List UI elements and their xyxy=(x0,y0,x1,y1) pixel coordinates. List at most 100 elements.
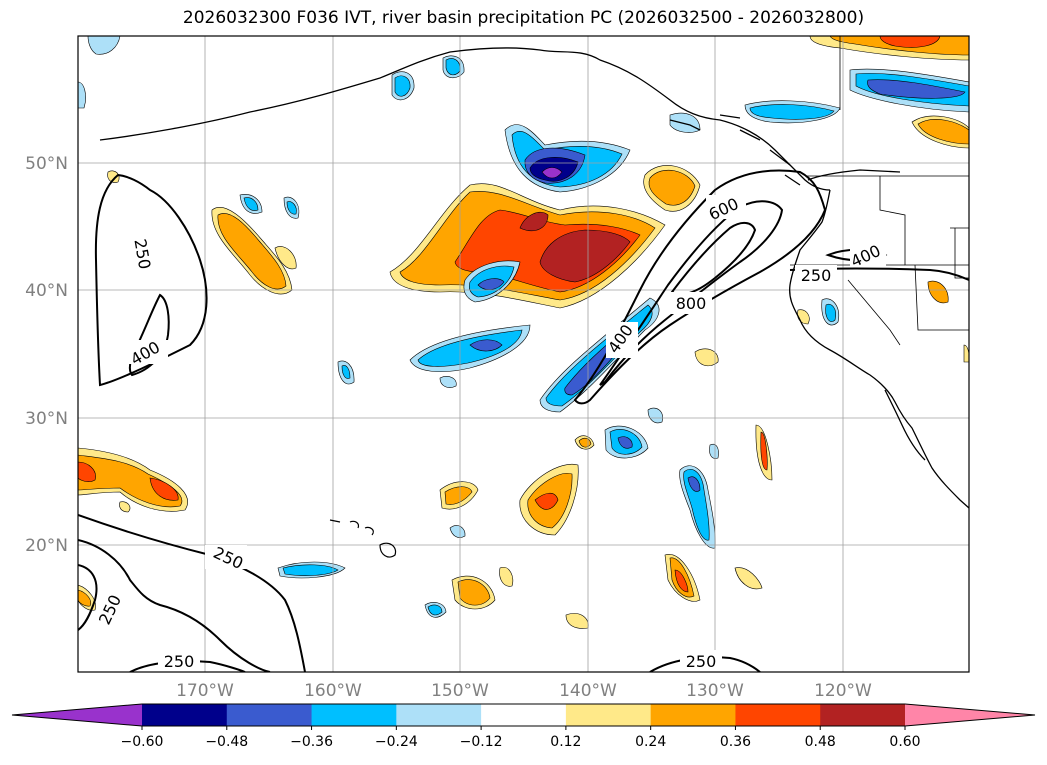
colorbar-swatch xyxy=(735,704,821,726)
island xyxy=(329,519,341,523)
colorbar: −0.60 −0.48 −0.36 −0.24 −0.12 0.12 0.24 0.36 0.4… xyxy=(11,703,1036,750)
colorbar-tick-label: −0.36 xyxy=(290,734,333,750)
map-title: 2026032300 F036 IVT, river basin precipi… xyxy=(182,8,865,28)
lat-label: 50°N xyxy=(25,154,68,174)
negative-precip-region xyxy=(394,75,411,97)
negative-precip-region xyxy=(282,564,339,576)
map-plot-area: 250 400 250 250 250 250 600 800 400 250 … xyxy=(78,36,969,672)
hawaii-islands xyxy=(329,519,397,558)
coastlines xyxy=(99,47,969,509)
colorbar-tick-label: 0.48 xyxy=(805,734,836,750)
lat-label: 30°N xyxy=(25,409,68,429)
negative-precip-region xyxy=(286,201,297,215)
positive-precip-region xyxy=(734,567,763,590)
negative-precip-region xyxy=(477,278,505,290)
positive-precip-region xyxy=(499,567,514,587)
negative-precip-region xyxy=(687,476,701,492)
negative-precip-region xyxy=(87,36,121,55)
lat-label: 20°N xyxy=(25,536,68,556)
contour-label: 800 xyxy=(676,294,707,313)
longitude-labels: 170°W 160°W 150°W 140°W 130°W 120°W xyxy=(176,681,872,701)
positive-precip-region xyxy=(917,119,969,145)
positive-precip-region xyxy=(149,477,179,501)
map-frame xyxy=(77,35,970,673)
ivt-contour-400 xyxy=(573,169,827,405)
negative-precip-region xyxy=(825,303,836,322)
lon-label: 150°W xyxy=(431,681,489,701)
colorbar-tick-label: −0.48 xyxy=(205,734,248,750)
lon-label: 170°W xyxy=(176,681,234,701)
baja-coastline xyxy=(884,389,926,461)
negative-precip-region xyxy=(469,339,503,352)
negative-precip-region xyxy=(439,376,457,388)
positive-precip-region xyxy=(674,569,689,593)
colorbar-tick-label: 0.36 xyxy=(720,734,751,750)
negative-precip-region xyxy=(683,469,710,541)
island xyxy=(349,520,360,529)
positive-precip-region xyxy=(879,36,941,48)
positive-precip-region xyxy=(217,213,287,290)
positive-precip-region xyxy=(78,589,91,607)
positive-precip-region xyxy=(963,344,969,363)
positive-precip-region xyxy=(457,579,491,606)
positive-precip-region xyxy=(444,486,473,505)
colorbar-swatch xyxy=(311,704,397,726)
contour-label: 250 xyxy=(801,266,832,285)
contour-labels: 250 400 250 250 250 250 600 800 400 250 … xyxy=(95,194,886,672)
lon-label: 160°W xyxy=(304,681,362,701)
lon-label: 120°W xyxy=(814,681,872,701)
colorbar-swatch xyxy=(481,704,567,726)
colorbar-extend-high xyxy=(905,704,1035,726)
positive-precip-region xyxy=(760,431,768,471)
us-west-coastline xyxy=(789,189,969,509)
colorbar-swatch xyxy=(226,704,313,726)
colorbar-swatch xyxy=(820,704,906,726)
positive-precip-region xyxy=(519,211,549,232)
positive-precip-region xyxy=(927,280,949,304)
colorbar-tick-label: −0.12 xyxy=(460,734,503,750)
colorbar-swatch xyxy=(142,704,228,726)
lon-label: 140°W xyxy=(559,681,617,701)
positive-precip-region xyxy=(107,170,120,183)
island xyxy=(364,526,374,536)
positive-precip-region xyxy=(648,169,696,206)
positive-precip-region xyxy=(534,492,559,510)
ivt-contour-250 xyxy=(94,173,208,387)
negative-precip-region xyxy=(78,81,86,109)
ivt-contour-250 xyxy=(129,660,246,672)
ivt-contour-250 xyxy=(78,539,271,672)
colorbar-swatch xyxy=(650,704,736,726)
negative-precip-region xyxy=(417,329,523,367)
negative-precip-region xyxy=(647,407,663,424)
colorbar-tick-label: 0.12 xyxy=(550,734,581,750)
lat-label: 40°N xyxy=(25,281,68,301)
negative-precip-region xyxy=(243,197,259,211)
ivt-contour-250 xyxy=(649,656,761,672)
colorbar-tick-label: −0.60 xyxy=(121,734,164,750)
negative-precip-region xyxy=(341,365,351,379)
canada-coastline xyxy=(807,169,901,181)
ivt-contour-600 xyxy=(599,200,784,386)
positive-precip-region xyxy=(78,461,96,482)
ivt-contour-400 xyxy=(128,293,170,377)
colorbar-tick-label: −0.24 xyxy=(375,734,418,750)
positive-precip-region xyxy=(539,229,631,283)
negative-precip-region xyxy=(541,167,563,179)
colorbar-tick-label: 0.60 xyxy=(889,734,920,750)
island xyxy=(379,542,397,558)
positive-precip-region xyxy=(274,246,297,270)
alaska-coastline xyxy=(99,47,831,191)
alaska-islands xyxy=(669,114,801,186)
contour-label: 250 xyxy=(164,652,195,671)
latitude-labels: 50°N 40°N 30°N 20°N xyxy=(25,154,68,556)
ivt-contour-250 xyxy=(78,564,98,631)
negative-precip-region xyxy=(867,79,966,99)
ivt-contour-800 xyxy=(670,222,757,296)
positive-precip-region xyxy=(694,348,719,367)
lon-label: 130°W xyxy=(686,681,744,701)
colorbar-extend-low xyxy=(12,704,142,726)
negative-precip-region xyxy=(749,104,835,120)
colorbar-tick-label: 0.24 xyxy=(635,734,666,750)
positive-precip-region xyxy=(119,501,131,513)
